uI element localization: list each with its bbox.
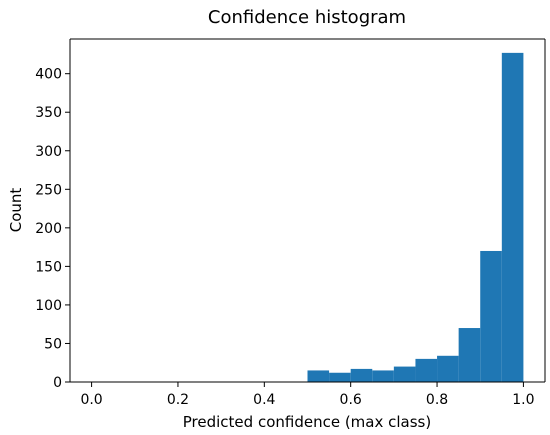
histogram-bar-6 (415, 358, 438, 382)
histogram-bar-10 (501, 52, 524, 383)
bars-layer (307, 52, 524, 383)
histogram-bar-8 (458, 328, 481, 382)
x-tick-label-2: 0.2 (167, 392, 189, 408)
y-tick-label-1: 0 (53, 375, 62, 391)
y-tick-label-6: 250 (35, 182, 62, 198)
y-tick-label-2: 50 (44, 336, 62, 352)
x-tick-label-1: 0.0 (80, 392, 102, 408)
y-tick-label-3: 100 (35, 298, 62, 314)
histogram-bar-5 (393, 366, 416, 382)
y-tick-label-4: 150 (35, 259, 62, 275)
y-tick-label-9: 400 (35, 67, 62, 83)
histogram-bar-9 (480, 250, 502, 382)
x-tick-label-5: 0.8 (426, 392, 448, 408)
chart-title: Confidence histogram (208, 7, 406, 28)
y-tick-label-7: 300 (35, 144, 62, 160)
x-tick-label-6: 1.0 (512, 392, 534, 408)
histogram-bar-3 (350, 368, 373, 382)
y-tick-label-5: 200 (35, 221, 62, 237)
x-ticks-layer: 0.0 0.2 0.4 0.6 0.8 1.0 (80, 382, 535, 408)
y-axis-label: Count (7, 188, 25, 233)
histogram-bar-2 (329, 372, 351, 382)
y-ticks-layer: 0 50 100 150 200 250 300 350 400 (35, 67, 70, 391)
plot-area: 0.0 0.2 0.4 0.6 0.8 1.0 0 50 100 150 200 250 300 350… (35, 38, 546, 408)
histogram-bar-1 (307, 370, 330, 382)
x-tick-label-4: 0.6 (340, 392, 362, 408)
x-tick-label-3: 0.4 (253, 392, 275, 408)
histogram-bar-7 (437, 355, 459, 382)
histogram-bar-4 (372, 370, 394, 382)
y-tick-label-8: 350 (35, 105, 62, 121)
x-axis-label: Predicted confidence (max class) (183, 413, 431, 431)
